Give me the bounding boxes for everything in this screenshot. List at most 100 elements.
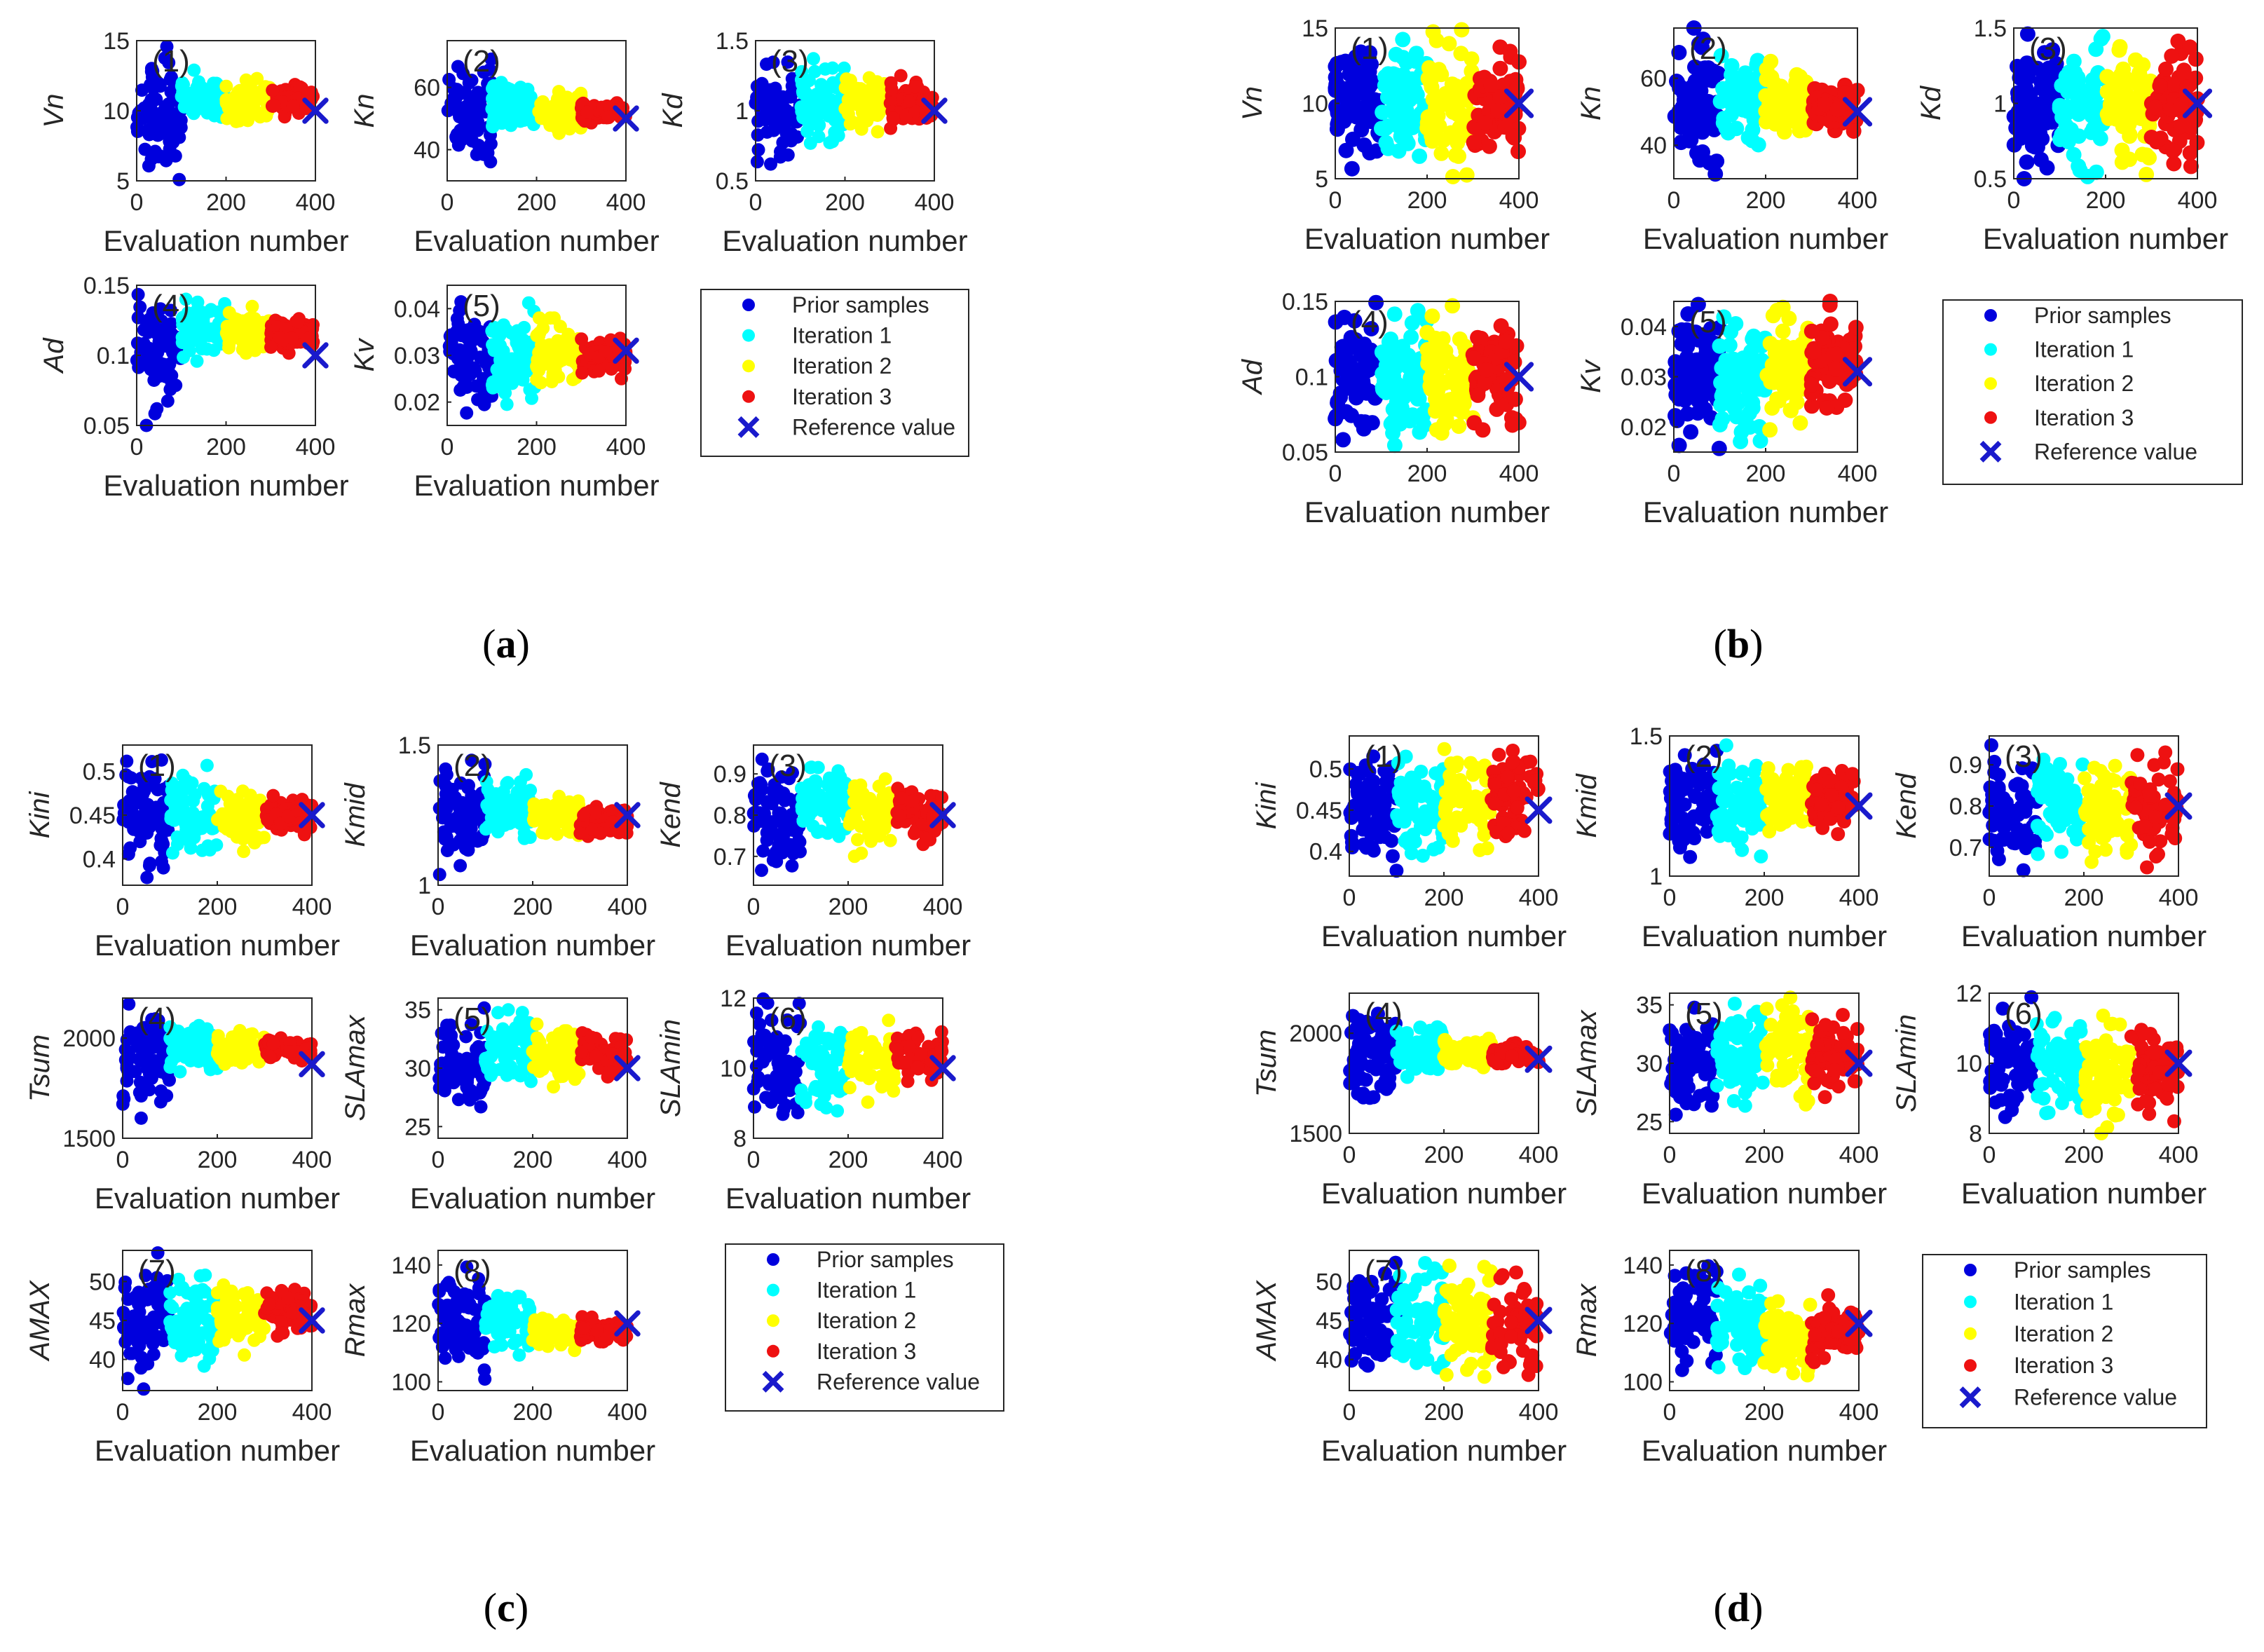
point-prior-samples (456, 380, 470, 394)
panel-number: (4) (152, 289, 190, 323)
point-iteration-1 (190, 354, 204, 368)
point-prior-samples (481, 146, 495, 160)
point-prior-samples (1338, 81, 1353, 97)
point-iteration-2 (2139, 166, 2155, 182)
point-iteration-3 (286, 99, 300, 113)
point-iteration-2 (2134, 146, 2150, 163)
point-iteration-2 (1775, 357, 1791, 374)
point-iteration-2 (841, 100, 855, 114)
point-iteration-2 (233, 100, 247, 114)
point-iteration-1 (514, 81, 528, 95)
point-iteration-1 (1726, 380, 1743, 396)
point-iteration-1 (181, 337, 195, 351)
point-prior-samples (116, 1320, 130, 1334)
point-iteration-2 (243, 341, 257, 355)
point-prior-samples (140, 871, 154, 885)
point-iteration-2 (847, 849, 861, 863)
point-iteration-2 (1454, 22, 1470, 38)
point-iteration-3 (278, 110, 292, 124)
point-iteration-1 (524, 90, 538, 104)
point-prior-samples (1349, 365, 1365, 381)
point-iteration-1 (820, 107, 834, 121)
y-tick-label: 0.05 (1282, 439, 1328, 466)
point-iteration-3 (1829, 102, 1846, 118)
y-axis-label: Vn (39, 94, 69, 128)
point-iteration-1 (836, 788, 849, 802)
panel-number: (4) (138, 1002, 176, 1036)
x-tick-label: 200 (517, 434, 557, 460)
point-iteration-1 (168, 1318, 182, 1332)
point-prior-samples (791, 130, 804, 144)
point-iteration-1 (185, 1288, 199, 1302)
point-iteration-1 (494, 1038, 508, 1051)
y-tick-label: 10 (1302, 91, 1328, 118)
point-iteration-2 (545, 104, 558, 118)
point-prior-samples (474, 1100, 488, 1114)
point-prior-samples (1335, 432, 1351, 448)
point-iteration-1 (483, 786, 497, 800)
point-iteration-2 (563, 798, 577, 812)
x-tick-label: 0 (116, 894, 130, 920)
point-iteration-1 (1410, 303, 1426, 319)
point-prior-samples (134, 1111, 148, 1125)
point-iteration-1 (827, 814, 841, 828)
point-iteration-3 (301, 87, 315, 101)
x-axis-label: Evaluation number (1643, 496, 1888, 528)
y-tick-label: 30 (404, 1056, 431, 1082)
x-tick-label: 200 (198, 894, 238, 920)
point-prior-samples (438, 832, 452, 846)
point-iteration-2 (2132, 65, 2148, 81)
point-iteration-3 (891, 1042, 904, 1056)
point-iteration-2 (1788, 355, 1804, 371)
point-iteration-3 (266, 789, 280, 803)
x-axis-label: Evaluation number (410, 929, 655, 962)
point-prior-samples (1710, 65, 1726, 81)
x-tick-label: 0 (1329, 460, 1342, 487)
point-iteration-3 (2153, 130, 2169, 146)
point-iteration-1 (513, 114, 527, 128)
point-prior-samples (1338, 142, 1354, 158)
point-iteration-1 (176, 1035, 189, 1049)
point-prior-samples (1344, 161, 1360, 177)
point-iteration-1 (163, 1060, 177, 1074)
point-iteration-2 (871, 125, 885, 139)
point-prior-samples (165, 327, 179, 341)
point-iteration-1 (186, 794, 200, 808)
point-prior-samples (765, 1074, 779, 1088)
y-tick-label: 10 (720, 1056, 746, 1082)
point-iteration-3 (894, 791, 908, 805)
point-iteration-1 (490, 362, 504, 376)
y-axis-label: Kini (25, 791, 55, 839)
point-iteration-1 (491, 101, 505, 114)
point-iteration-1 (491, 90, 505, 104)
point-iteration-2 (238, 1348, 252, 1362)
point-iteration-2 (843, 117, 857, 131)
point-prior-samples (444, 1046, 458, 1060)
x-tick-label: 200 (1746, 460, 1786, 487)
point-prior-samples (1330, 393, 1346, 409)
point-iteration-2 (2116, 72, 2132, 88)
point-iteration-2 (1445, 369, 1461, 385)
point-prior-samples (118, 1335, 132, 1349)
y-axis-label: Kmid (340, 782, 371, 847)
x-tick-label: 200 (1407, 187, 1447, 214)
point-iteration-2 (1464, 51, 1480, 67)
y-tick-label: 40 (1640, 132, 1667, 159)
point-iteration-3 (575, 1045, 589, 1059)
point-iteration-1 (801, 102, 814, 116)
y-tick-label: 1 (735, 98, 749, 125)
point-iteration-3 (919, 831, 933, 845)
x-tick-label: 0 (747, 894, 761, 920)
point-iteration-2 (1775, 323, 1791, 339)
point-iteration-1 (2088, 41, 2104, 57)
point-iteration-3 (1848, 320, 1864, 336)
point-iteration-1 (1716, 111, 1732, 126)
point-iteration-3 (1819, 400, 1835, 416)
point-iteration-3 (1470, 329, 1486, 346)
point-iteration-1 (491, 1006, 505, 1020)
point-prior-samples (125, 802, 139, 816)
